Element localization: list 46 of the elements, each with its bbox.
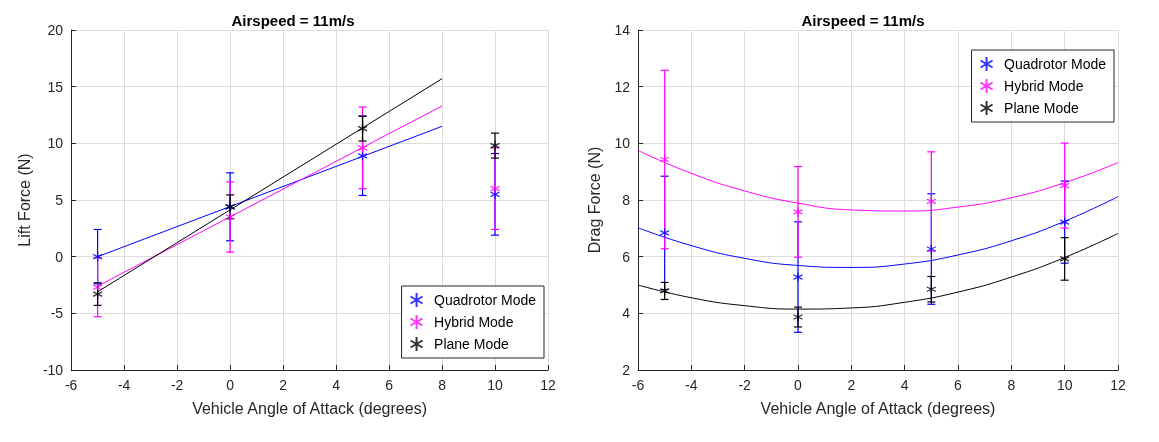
y-tick-label: 8: [622, 192, 631, 208]
x-tick-label: -6: [64, 377, 78, 393]
x-tick-label: 2: [279, 377, 288, 393]
y-tick-label: 20: [47, 22, 64, 38]
y-tick-label: 10: [47, 135, 64, 152]
x-tick-label: -2: [170, 377, 184, 393]
y-axis-title: Drag Force (N): [585, 146, 603, 254]
x-tick-label: -4: [117, 377, 131, 393]
y-tick-label: -5: [50, 305, 64, 322]
legend-label: Plane Mode: [434, 336, 509, 352]
legend-label: Plane Mode: [1004, 100, 1079, 116]
y-tick-label: 15: [47, 78, 64, 95]
x-tick-label: -6: [631, 377, 645, 393]
x-tick-label: 0: [794, 377, 803, 393]
legend-label: Quadrotor Mode: [1004, 56, 1107, 72]
y-tick-label: 5: [55, 192, 64, 208]
x-tick-label: 4: [332, 377, 341, 393]
x-tick-label: 8: [438, 377, 447, 393]
x-tick-label: 8: [1007, 377, 1016, 393]
x-tick-label: 12: [540, 377, 556, 393]
chart-title: Airspeed = 11m/s: [801, 12, 925, 29]
legend-label: Hybrid Mode: [434, 314, 514, 330]
x-tick-label: 6: [954, 377, 963, 393]
y-tick-label: 10: [614, 135, 631, 152]
x-tick-label: -2: [738, 377, 752, 393]
y-tick-label: 2: [622, 362, 631, 378]
y-tick-label: 4: [622, 305, 631, 322]
x-axis-title: Vehicle Angle of Attack (degrees): [192, 399, 427, 417]
y-axis-title: Lift Force (N): [15, 153, 33, 247]
y-tick-label: 14: [614, 22, 631, 38]
y-tick-label: 12: [614, 78, 631, 95]
x-tick-label: 4: [900, 377, 909, 393]
x-tick-label: 10: [1056, 377, 1073, 393]
x-axis-title: Vehicle Angle of Attack (degrees): [760, 399, 996, 417]
x-tick-label: 6: [385, 377, 394, 393]
legend-label: Hybrid Mode: [1004, 78, 1084, 94]
legend-label: Quadrotor Mode: [434, 292, 537, 308]
x-tick-label: 12: [1110, 377, 1126, 393]
x-tick-label: 2: [847, 377, 856, 393]
x-tick-label: 10: [487, 377, 504, 393]
y-tick-label: 0: [55, 248, 64, 265]
y-tick-label: 6: [622, 248, 631, 265]
x-tick-label: 0: [226, 377, 235, 393]
y-tick-label: -10: [42, 362, 64, 378]
x-tick-label: -4: [685, 377, 698, 393]
chart-title: Airspeed = 11m/s: [231, 12, 355, 29]
